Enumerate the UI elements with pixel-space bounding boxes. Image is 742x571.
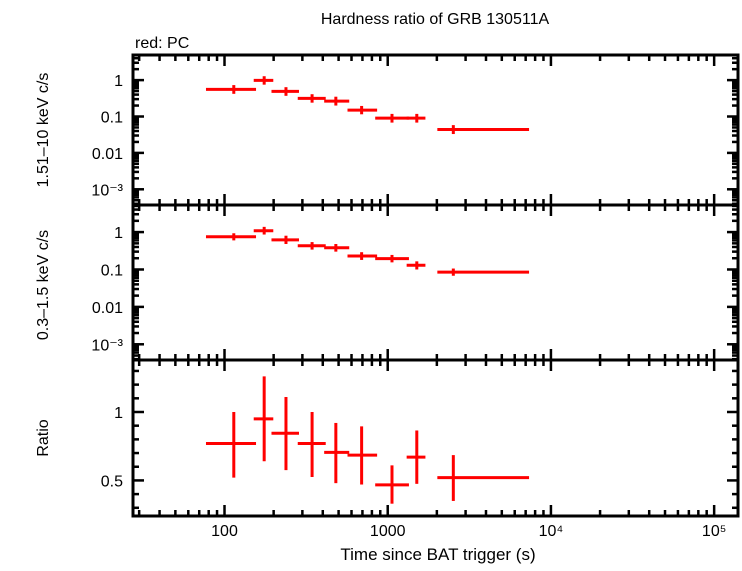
panel-frame: [131, 203, 740, 362]
y-tick-label: 10⁻³: [91, 337, 123, 354]
y-tick-label: 0.01: [92, 146, 123, 163]
x-tick-label: 10⁵: [702, 523, 726, 540]
x-tick-label: 1000: [370, 523, 406, 540]
y-tick-label: 1: [114, 405, 123, 422]
y-axis-label-soft: 0.3–1.5 keV c/s: [35, 230, 52, 340]
y-tick-label: 1: [114, 73, 123, 90]
y-tick-label: 10⁻³: [91, 182, 123, 199]
x-tick-label: 100: [211, 523, 238, 540]
chart-subtitle: red: PC: [135, 35, 189, 52]
y-tick-label: 0.01: [92, 300, 123, 317]
y-tick-label: 0.1: [101, 110, 123, 127]
y-axis-label-ratio: Ratio: [35, 419, 52, 456]
panel-frame: [131, 53, 740, 207]
y-tick-label: 1: [114, 225, 123, 242]
y-tick-label: 0.5: [101, 473, 123, 490]
x-tick-label: 10⁴: [539, 523, 564, 540]
panel-frame: [131, 358, 740, 518]
x-axis-label: Time since BAT trigger (s): [340, 545, 535, 564]
chart-title: Hardness ratio of GRB 130511A: [321, 11, 550, 28]
y-axis-label-hard: 1.51–10 keV c/s: [35, 73, 52, 188]
y-tick-label: 0.1: [101, 262, 123, 279]
